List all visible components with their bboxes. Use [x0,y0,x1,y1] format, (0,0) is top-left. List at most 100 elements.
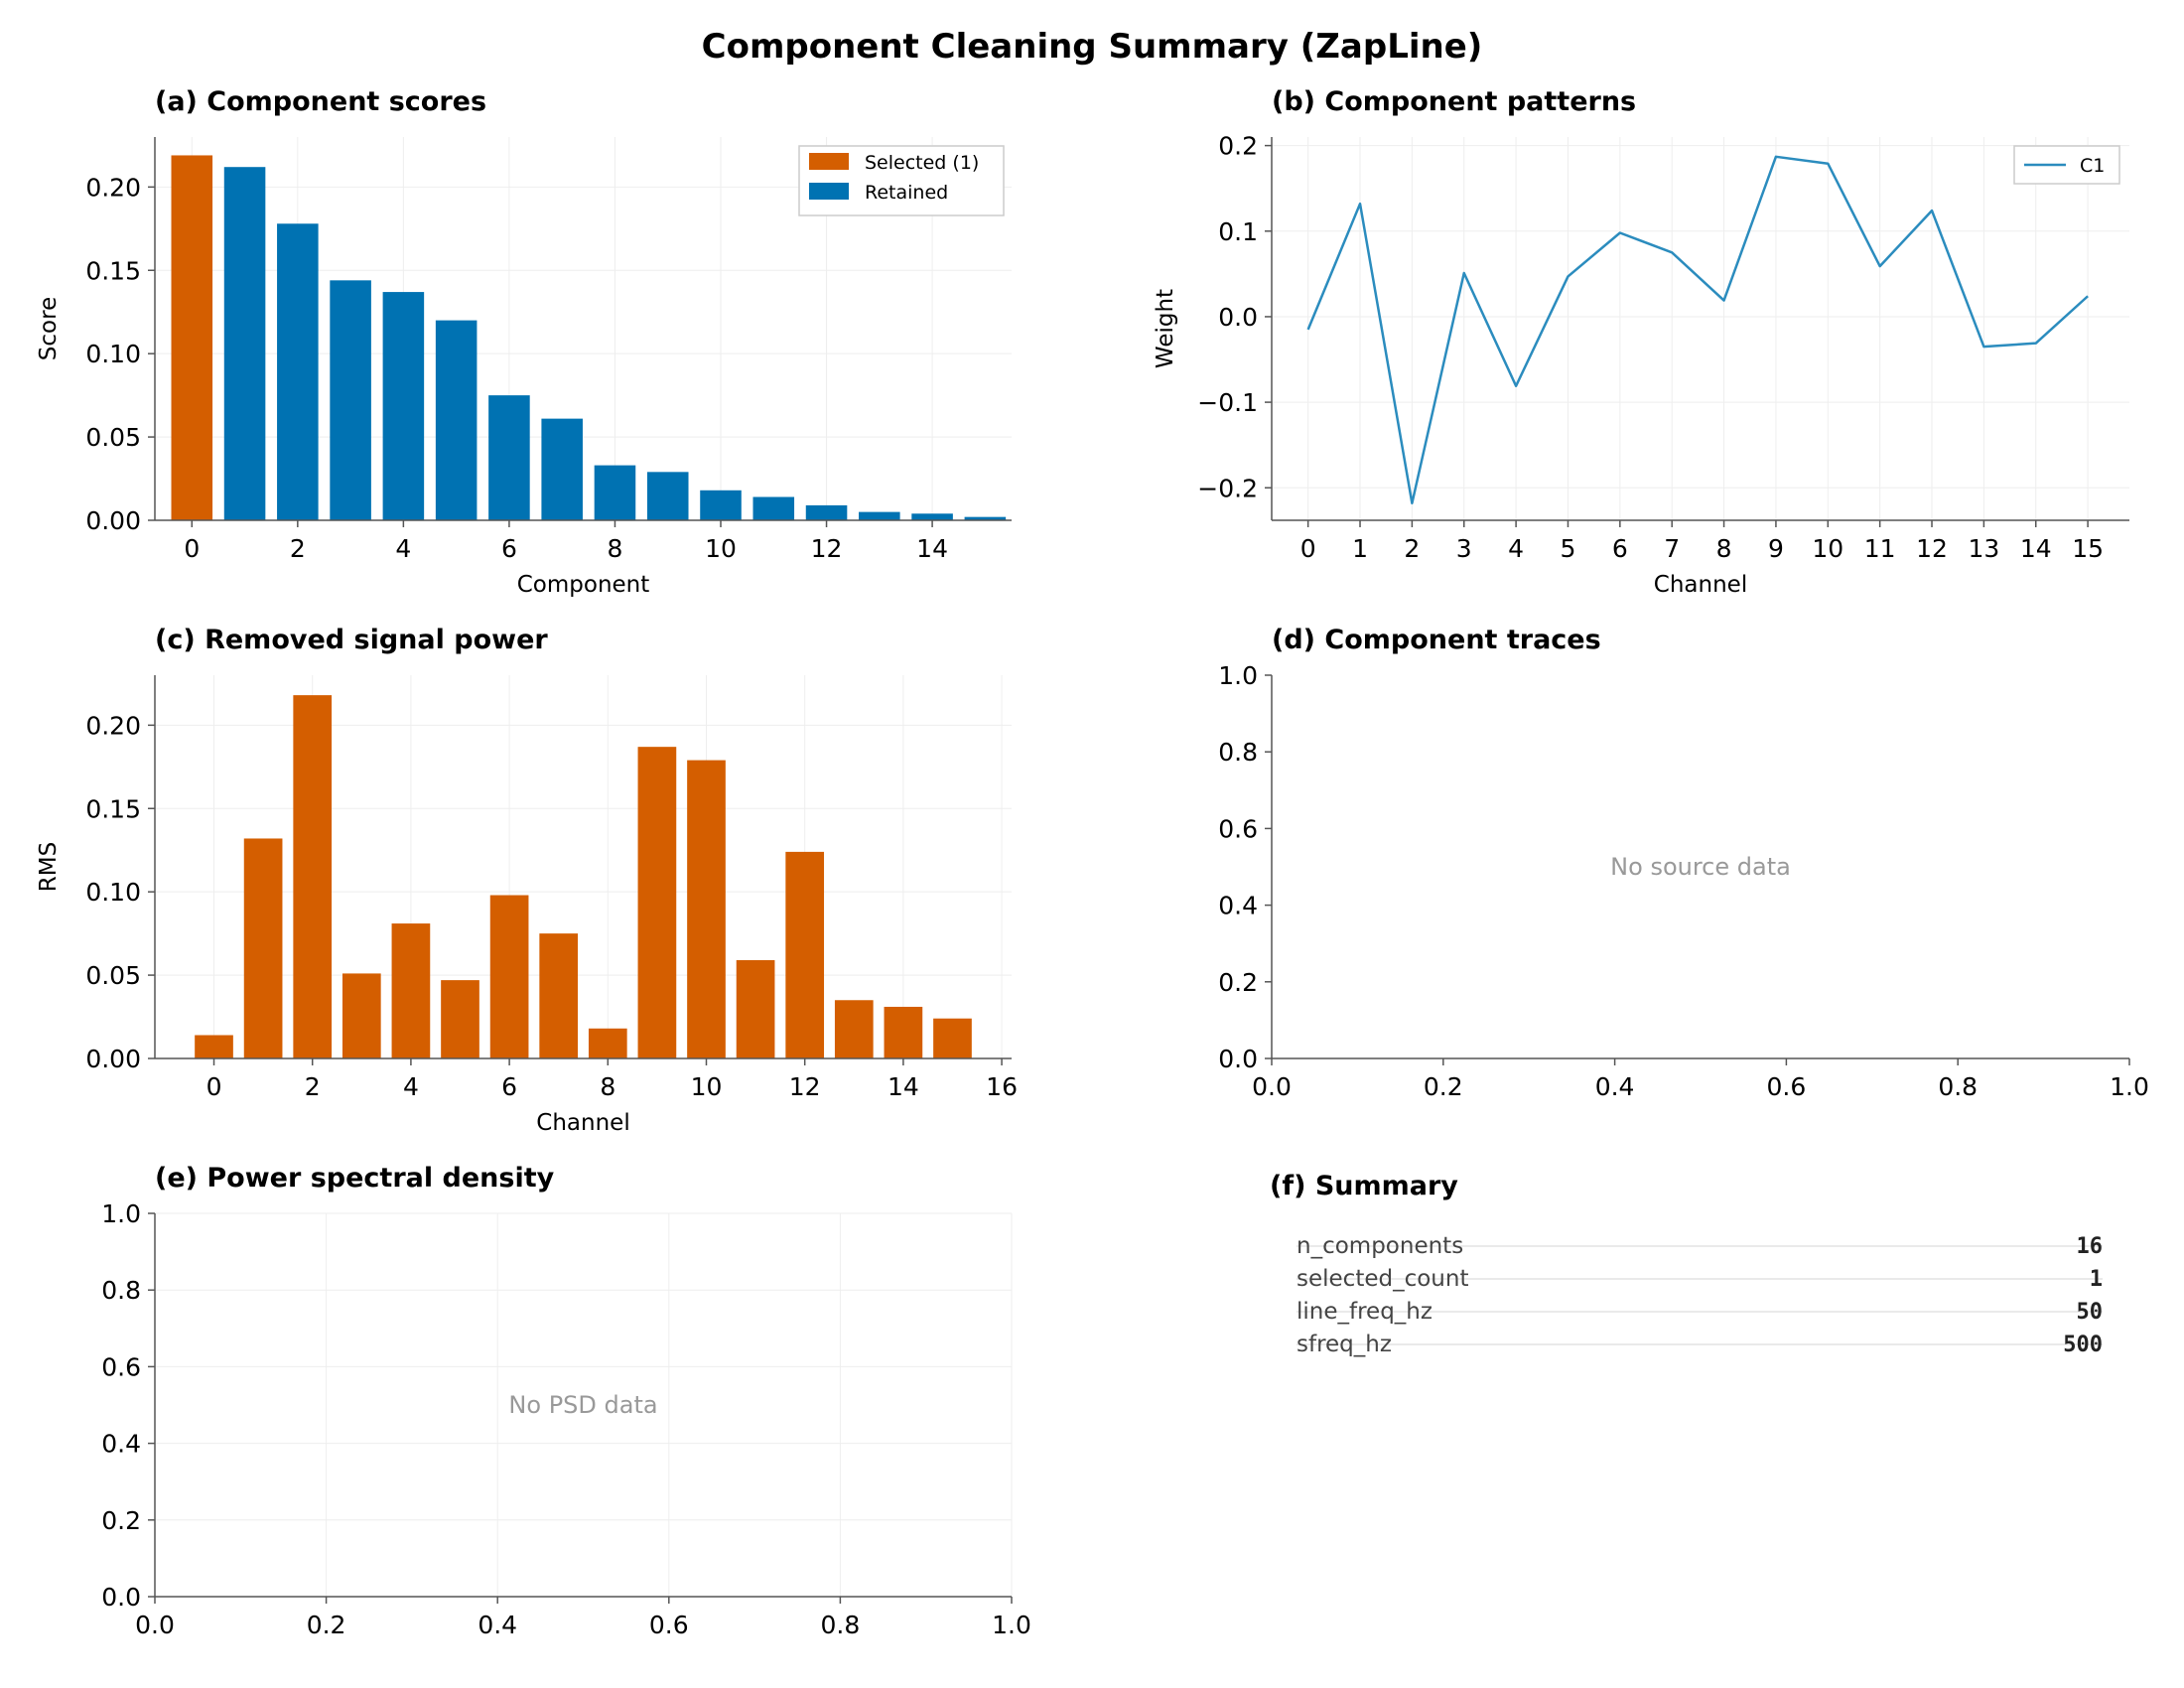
summary-key: n_components [1297,1233,1463,1259]
x-tick-label: 6 [501,534,517,563]
bar [884,1006,923,1058]
y-axis-label: RMS [36,842,62,892]
bar [223,167,266,521]
y-tick-label: 1.0 [1218,661,1258,690]
x-tick-label: 12 [811,534,843,563]
bar [277,223,319,520]
y-tick-label: 0.00 [85,506,141,535]
x-tick-label: 0.0 [1252,1072,1292,1101]
x-axis-label: Channel [1654,572,1747,598]
bar [752,496,795,520]
x-tick-label: 0.0 [135,1611,175,1639]
x-tick-label: 0.8 [1938,1072,1978,1101]
x-tick-label: 10 [1812,534,1843,563]
x-tick-label: 14 [887,1072,919,1101]
summary-key: sfreq_hz [1297,1332,1392,1357]
x-tick-label: 0 [184,534,200,563]
panel-title: (a) Component scores [155,86,486,117]
x-tick-label: 12 [789,1072,821,1101]
y-tick-label: 0.0 [1218,303,1258,332]
bar [539,933,579,1058]
summary-value: 500 [2063,1333,2103,1357]
bar [541,418,583,520]
summary-value: 50 [2077,1300,2104,1325]
bar [195,1035,233,1058]
summary-value: 1 [2090,1267,2103,1292]
x-tick-label: 14 [2020,534,2052,563]
y-tick-label: 1.0 [101,1199,141,1228]
y-tick-label: 0.10 [85,878,141,907]
panel-a-component-scores: (a) Component scores 0 2 4 6 8 10 12 14 0.00 0.05 0… [36,86,1012,598]
legend-label: Selected (1) [865,152,979,174]
y-tick-label: 0.05 [85,423,141,452]
y-tick-label: −0.1 [1197,388,1258,417]
bar [293,695,333,1058]
x-tick-label: 2 [305,1072,321,1101]
bar [964,516,1007,520]
bar [391,923,431,1058]
x-tick-label: 4 [395,534,411,563]
y-tick-label: −0.2 [1197,474,1258,502]
x-axis-label: Component [517,572,650,598]
panel-title: (e) Power spectral density [155,1163,555,1194]
x-tick-label: 4 [1508,534,1524,563]
x-tick-label: 6 [1612,534,1628,563]
x-tick-label: 2 [290,534,306,563]
bar [330,280,371,520]
x-tick-label: 4 [403,1072,419,1101]
x-axis-label: Channel [536,1110,629,1136]
bar [489,895,529,1058]
x-tick-label: 13 [1968,534,1999,563]
y-axis-label: Score [36,297,62,360]
y-tick-label: 0.8 [101,1276,141,1305]
legend-swatch [809,153,849,170]
x-tick-label: 9 [1768,534,1784,563]
x-tick-label: 0.6 [1767,1072,1807,1101]
y-tick-label: 0.2 [1218,132,1258,161]
x-tick-label: 11 [1864,534,1896,563]
y-tick-label: 0.10 [85,340,141,368]
y-tick-label: 0.20 [85,711,141,740]
bar [588,1028,627,1058]
panel-c-removed-signal-power: (c) Removed signal power 0 2 4 6 8 10 12 14 16 0.0… [36,625,1018,1136]
panel-title: (d) Component traces [1272,625,1601,655]
x-tick-label: 1.0 [992,1611,1031,1639]
x-tick-label: 10 [705,534,737,563]
summary-value: 16 [2077,1234,2104,1259]
bar [637,747,677,1058]
bar [834,1000,874,1058]
x-tick-label: 2 [1404,534,1420,563]
y-tick-label: 0.8 [1218,738,1258,767]
bar [687,760,726,1058]
legend: C1 [2013,145,2120,185]
panel-f-summary: (f) Summary n_components 16 selected_count… [1270,1171,2103,1357]
x-tick-label: 0.2 [1424,1072,1463,1101]
y-tick-label: 0.0 [1218,1045,1258,1073]
empty-message: No source data [1610,853,1791,881]
bar [341,973,381,1058]
bar [736,959,775,1058]
bar [441,980,479,1058]
x-tick-label: 16 [986,1072,1018,1101]
bar [243,838,283,1058]
bar [859,511,900,520]
x-tick-label: 6 [501,1072,517,1101]
y-tick-label: 0.6 [1218,814,1258,843]
x-tick-label: 8 [600,1072,615,1101]
bar [933,1018,972,1058]
x-tick-label: 0.4 [478,1611,517,1639]
y-tick-label: 0.1 [1218,217,1258,246]
x-tick-label: 0.8 [821,1611,861,1639]
x-tick-label: 0 [206,1072,222,1101]
y-tick-label: 0.6 [101,1352,141,1381]
panel-title: (c) Removed signal power [155,625,548,655]
bar [785,851,825,1058]
bar [805,504,848,520]
y-axis-label: Weight [1153,289,1178,368]
x-tick-label: 0.2 [307,1611,346,1639]
y-tick-label: 0.0 [101,1583,141,1612]
legend-label: C1 [2080,155,2105,177]
x-tick-label: 0.6 [649,1611,689,1639]
x-tick-label: 0.4 [1595,1072,1635,1101]
